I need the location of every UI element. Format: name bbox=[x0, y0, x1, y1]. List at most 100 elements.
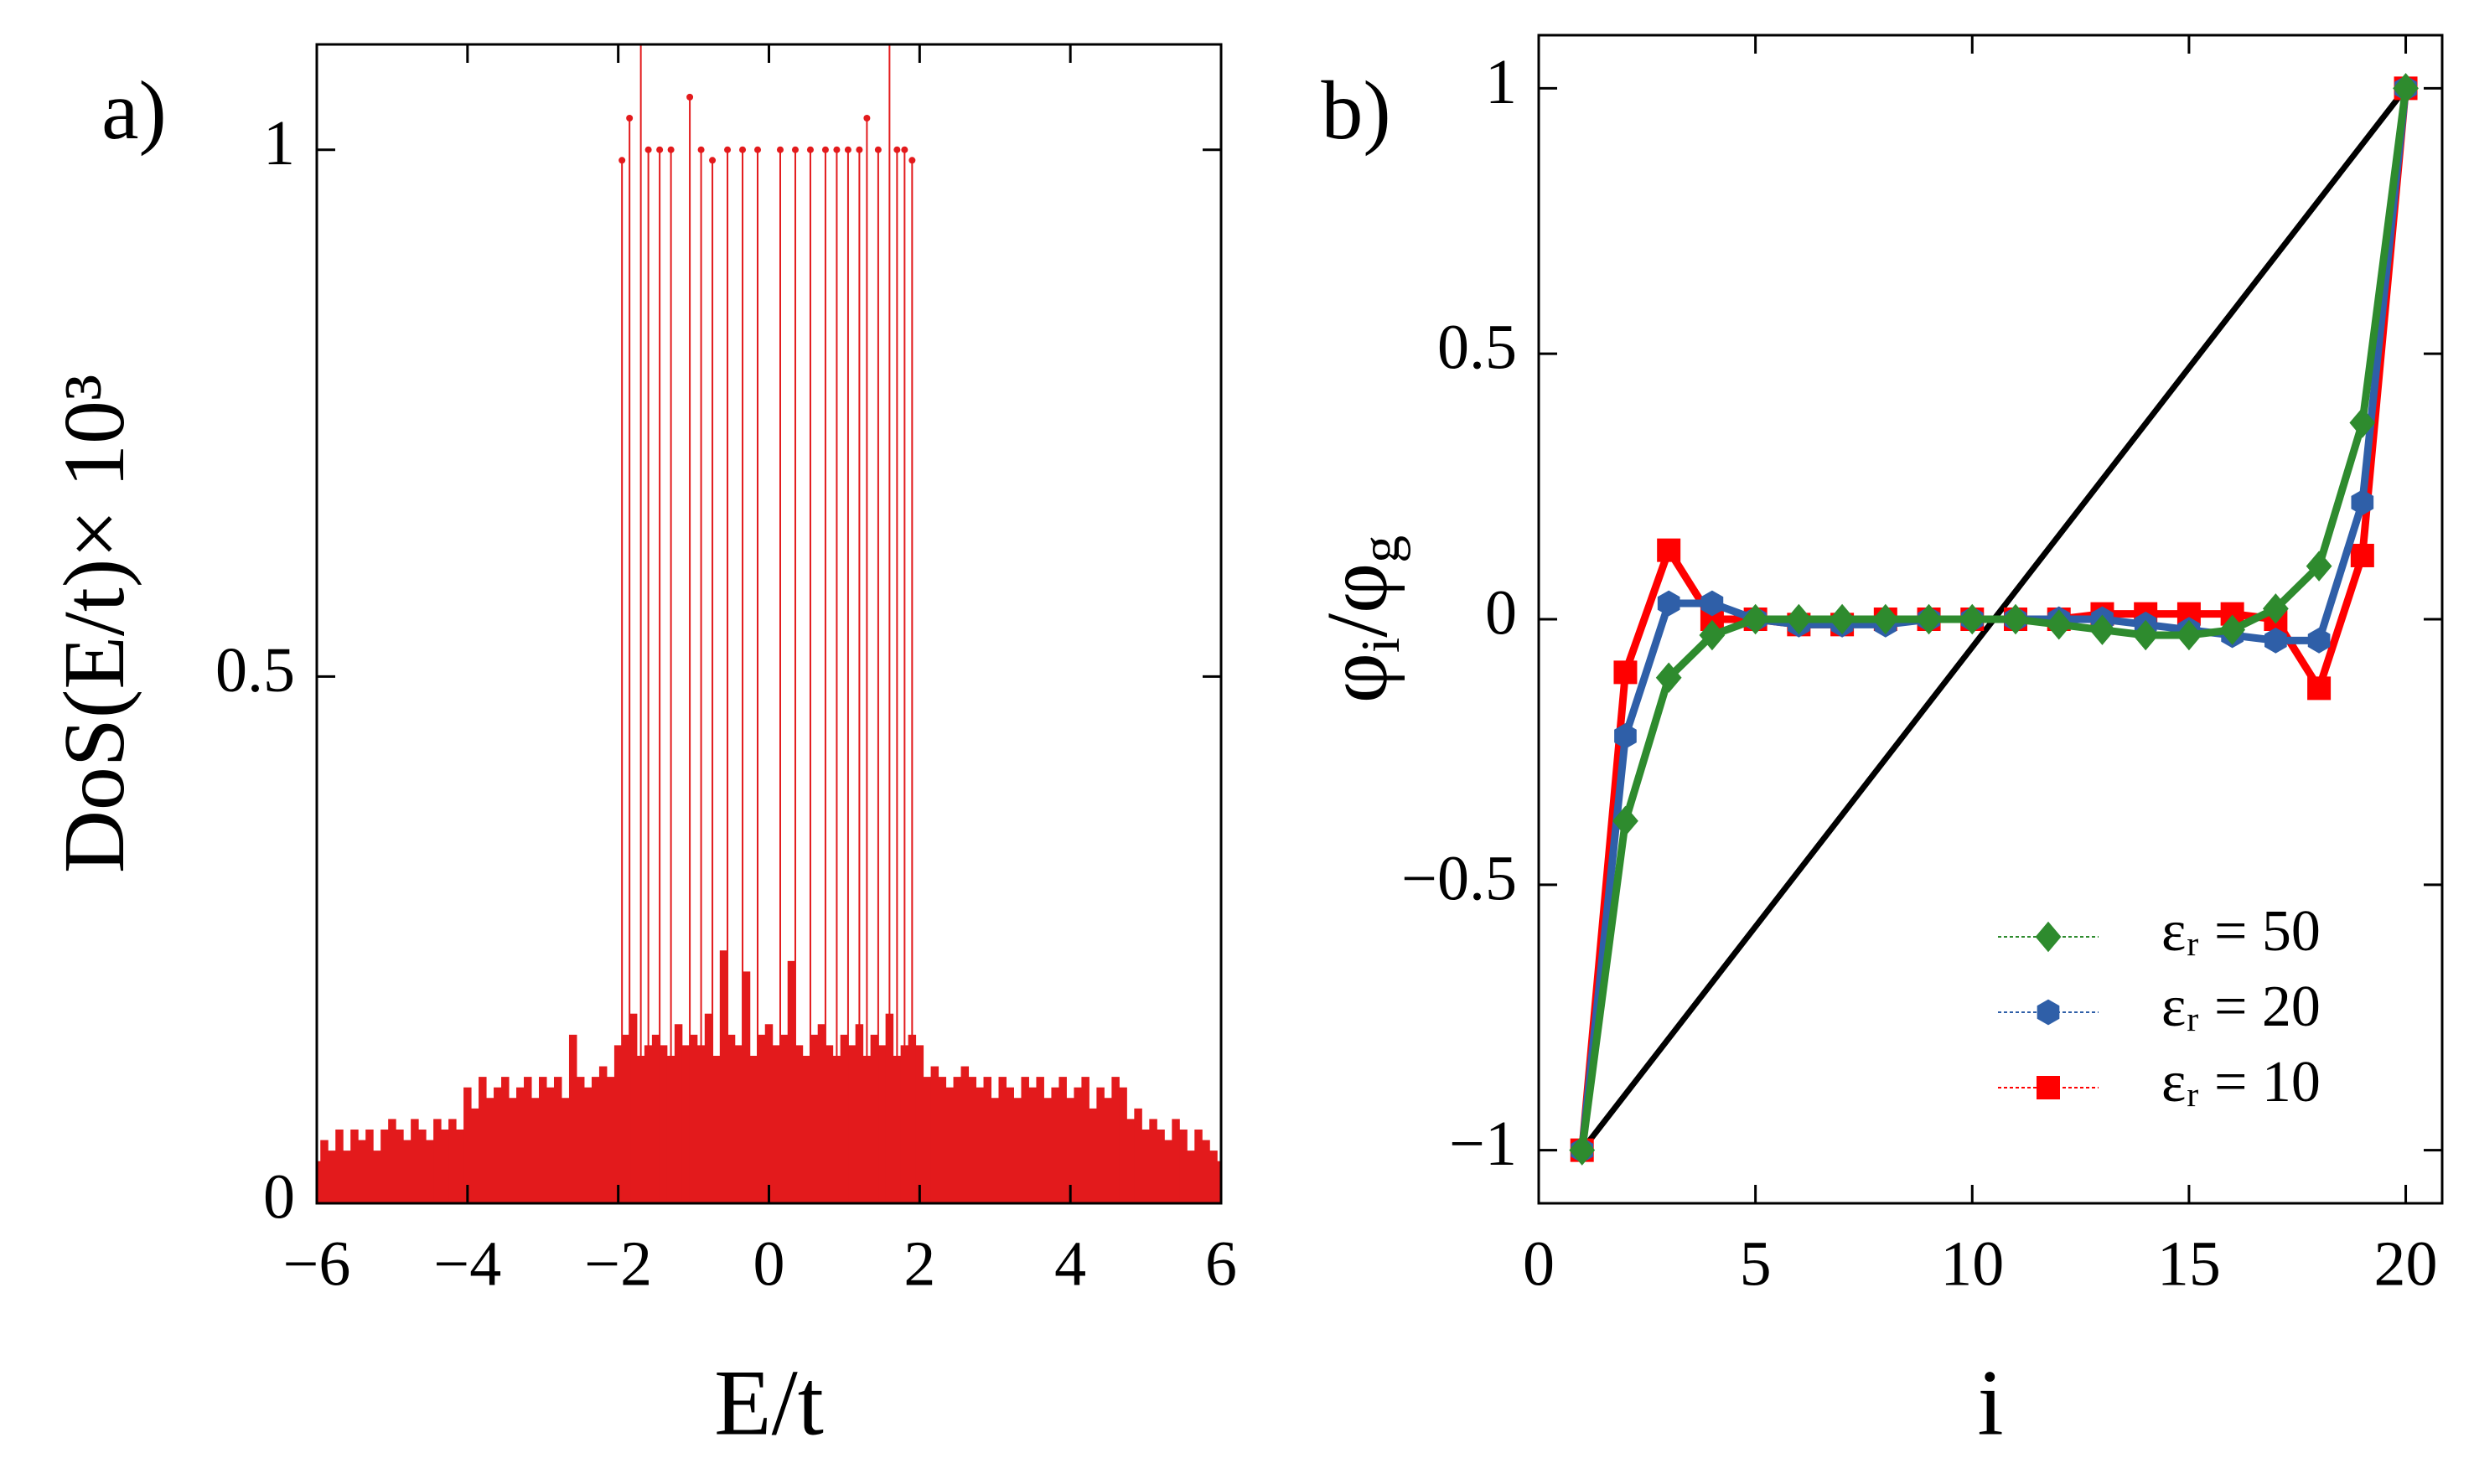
x-tick-label: −6 bbox=[283, 1228, 351, 1299]
stem bbox=[1141, 1129, 1150, 1203]
stem bbox=[1013, 1098, 1022, 1203]
marker bbox=[709, 157, 717, 164]
stem bbox=[335, 1129, 344, 1203]
stem bbox=[870, 1034, 879, 1203]
stem bbox=[598, 1066, 608, 1203]
stem bbox=[411, 1119, 419, 1203]
stem bbox=[639, 44, 642, 1203]
stem bbox=[1081, 1077, 1089, 1203]
marker bbox=[776, 146, 784, 153]
stem bbox=[396, 1129, 404, 1203]
marker bbox=[1959, 603, 1985, 635]
stem bbox=[1217, 1161, 1221, 1203]
stem bbox=[674, 1024, 683, 1203]
y-tick-label: 0.5 bbox=[215, 635, 295, 706]
stem bbox=[1172, 1119, 1180, 1203]
x-tick-label: 6 bbox=[1205, 1228, 1237, 1299]
stem bbox=[824, 149, 826, 1203]
stem bbox=[1119, 1087, 1127, 1203]
stem bbox=[561, 1098, 570, 1203]
stem bbox=[923, 1077, 932, 1203]
stem bbox=[689, 1034, 698, 1203]
stem bbox=[779, 149, 781, 1203]
stem bbox=[1043, 1098, 1052, 1203]
marker bbox=[2307, 627, 2331, 654]
stem bbox=[712, 160, 714, 1203]
stem bbox=[903, 149, 906, 1203]
stem bbox=[568, 1034, 577, 1203]
stem bbox=[343, 1150, 351, 1203]
y-tick-label: 0 bbox=[263, 1161, 295, 1232]
marker bbox=[626, 115, 634, 122]
y-tick-label: −1 bbox=[1449, 1109, 1517, 1179]
marker bbox=[2176, 619, 2202, 651]
stem bbox=[976, 1087, 985, 1203]
stem bbox=[350, 1129, 359, 1203]
stem bbox=[317, 1161, 321, 1203]
marker bbox=[2349, 407, 2376, 438]
legend-marker bbox=[2035, 921, 2062, 953]
marker bbox=[2262, 593, 2289, 624]
stem bbox=[1036, 1077, 1044, 1203]
stem bbox=[621, 160, 624, 1203]
marker bbox=[844, 146, 851, 153]
stem bbox=[1006, 1087, 1014, 1203]
stem bbox=[1164, 1140, 1172, 1203]
marker bbox=[644, 146, 652, 153]
marker bbox=[821, 146, 829, 153]
marker bbox=[1614, 723, 1637, 749]
marker bbox=[1657, 590, 1680, 617]
plot-area bbox=[1569, 73, 2419, 1166]
marker bbox=[1785, 603, 1812, 635]
stem bbox=[960, 1066, 970, 1203]
stem bbox=[840, 1034, 849, 1203]
marker bbox=[791, 146, 799, 153]
stem bbox=[524, 1077, 532, 1203]
stem bbox=[1089, 1108, 1097, 1203]
stem bbox=[647, 149, 650, 1203]
stem bbox=[583, 1087, 593, 1203]
stem bbox=[516, 1087, 525, 1203]
stem bbox=[689, 96, 691, 1203]
stem bbox=[930, 1066, 939, 1203]
marker bbox=[1612, 805, 1638, 836]
x-tick-label: 15 bbox=[2157, 1228, 2221, 1299]
stem bbox=[403, 1140, 411, 1203]
stem bbox=[1066, 1098, 1074, 1203]
marker bbox=[618, 157, 626, 164]
stem bbox=[358, 1140, 366, 1203]
stem bbox=[757, 1034, 766, 1203]
stem bbox=[479, 1077, 487, 1203]
y-tick-label: 0 bbox=[1485, 577, 1517, 648]
stem bbox=[320, 1140, 329, 1203]
marker bbox=[833, 146, 841, 153]
stem bbox=[1021, 1077, 1029, 1203]
x-tick-label: 20 bbox=[2374, 1228, 2438, 1299]
stem bbox=[810, 1034, 819, 1203]
stem bbox=[794, 1045, 804, 1203]
stem bbox=[433, 1119, 442, 1203]
stem bbox=[591, 1077, 600, 1203]
stem bbox=[858, 149, 861, 1203]
marker bbox=[2307, 676, 2332, 701]
marker bbox=[856, 146, 863, 153]
stem bbox=[1058, 1077, 1067, 1203]
stem bbox=[621, 1034, 630, 1203]
marker bbox=[1569, 1135, 1596, 1166]
stem bbox=[531, 1098, 540, 1203]
stem bbox=[373, 1150, 381, 1203]
stem bbox=[734, 1045, 743, 1203]
stem bbox=[1134, 1108, 1142, 1203]
stem bbox=[426, 1140, 434, 1203]
stem bbox=[727, 149, 729, 1203]
stem bbox=[659, 149, 661, 1203]
stem bbox=[365, 1129, 374, 1203]
marker bbox=[1655, 662, 1682, 693]
stem bbox=[659, 1045, 668, 1203]
x-tick-label: 4 bbox=[1054, 1228, 1086, 1299]
marker bbox=[656, 146, 664, 153]
stem bbox=[809, 149, 811, 1203]
x-tick-label: 5 bbox=[1740, 1228, 1772, 1299]
